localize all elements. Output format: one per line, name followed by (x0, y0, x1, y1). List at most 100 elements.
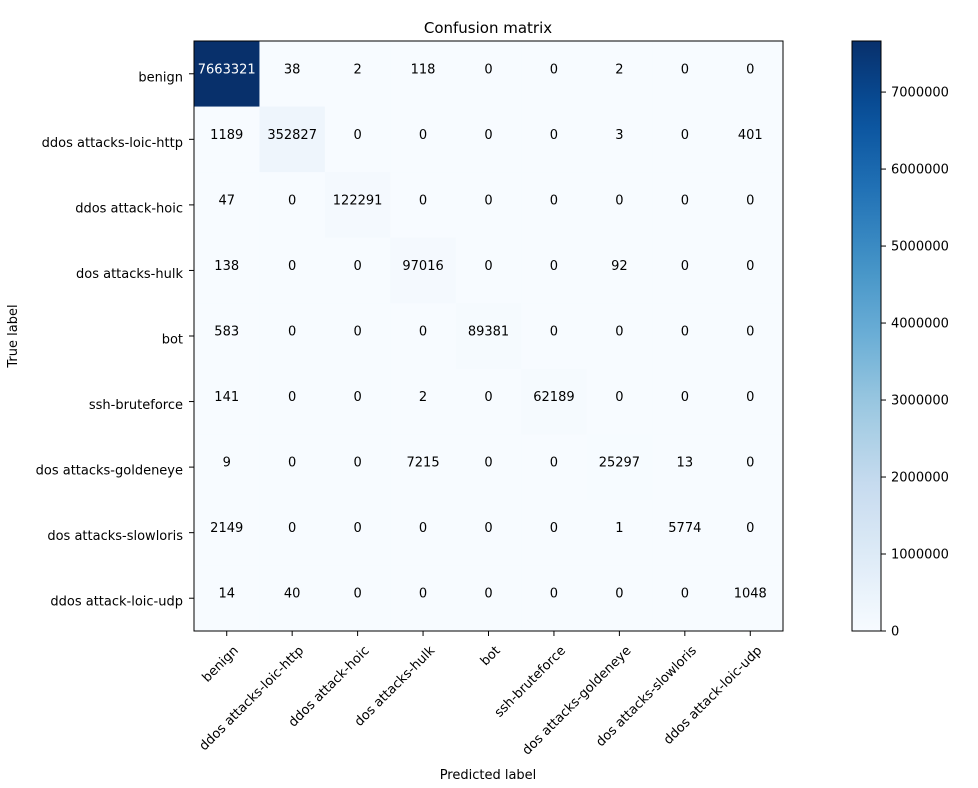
heatmap-cell (390, 434, 457, 501)
heatmap-cell (324, 368, 391, 435)
y-tick-label: bot (162, 333, 183, 348)
heatmap-cell (390, 172, 457, 239)
heatmap-cell (324, 565, 391, 632)
cell-value-label: 0 (550, 456, 558, 471)
heatmap-cell (586, 106, 653, 173)
cell-value-label: 0 (353, 325, 361, 340)
cell-value-label: 0 (484, 587, 492, 602)
y-axis: benign ddos attacks-loic-http ddos attack-… (36, 70, 194, 610)
cell-value-label: 0 (484, 193, 492, 208)
cell-value-label: 7663321 (198, 62, 256, 77)
heatmap-cells (194, 41, 784, 632)
colorbar-tick-label: 0 (891, 625, 899, 640)
x-tick-label: dos attacks-goldeneye (520, 643, 635, 758)
heatmap-cell (717, 106, 784, 173)
heatmap-cell (652, 368, 719, 435)
heatmap-cell (194, 237, 260, 304)
heatmap-cell (521, 106, 588, 173)
heatmap-cell (324, 41, 391, 108)
heatmap-cell (652, 434, 719, 501)
cell-value-label: 25297 (599, 456, 640, 471)
cell-value-label: 0 (353, 587, 361, 602)
cell-value-label: 38 (284, 62, 301, 77)
cell-value-label: 0 (353, 259, 361, 274)
y-tick-label: ddos attack-hoic (75, 201, 183, 216)
heatmap-cell (390, 499, 457, 566)
colorbar: 0 1000000 2000000 3000000 4000000 5000000 6000… (851, 40, 949, 640)
x-tick-label: bot (478, 643, 504, 669)
heatmap-cell (521, 434, 588, 501)
cell-value-label: 138 (214, 259, 239, 274)
cell-value-label: 0 (550, 587, 558, 602)
heatmap-cell (652, 41, 719, 108)
cell-value-label: 0 (681, 128, 689, 143)
cell-value-label: 0 (419, 128, 427, 143)
cell-value-label: 0 (288, 325, 296, 340)
colorbar-tick-label: 1000000 (891, 548, 949, 563)
heatmap-cell (717, 41, 784, 108)
cell-value-label: 0 (746, 521, 754, 536)
heatmap-cell (194, 434, 260, 501)
cell-value-label: 0 (484, 259, 492, 274)
cell-value-label: 0 (550, 193, 558, 208)
cell-value-label: 2 (615, 62, 623, 77)
cell-value-label: 62189 (533, 390, 574, 405)
cell-value-label: 0 (419, 521, 427, 536)
cell-value-label: 1 (615, 521, 623, 536)
heatmap-cell (259, 565, 326, 632)
heatmap-cell (586, 237, 653, 304)
y-tick-label: ddos attack-loic-udp (50, 595, 183, 610)
heatmap-cell (324, 303, 391, 370)
heatmap-cell (455, 106, 522, 173)
heatmap-cell (586, 41, 653, 108)
cell-value-label: 0 (353, 521, 361, 536)
heatmap-cell (652, 303, 719, 370)
heatmap-cell (717, 434, 784, 501)
cell-value-label: 0 (615, 587, 623, 602)
heatmap-cell (194, 172, 260, 239)
cell-value-label: 2149 (210, 521, 243, 536)
cell-value-label: 352827 (267, 128, 317, 143)
heatmap-cell (390, 41, 457, 108)
cell-value-label: 0 (550, 325, 558, 340)
y-tick-label: ddos attacks-loic-http (42, 136, 183, 151)
cell-value-label: 2 (353, 62, 361, 77)
heatmap-cell (259, 41, 326, 108)
heatmap-cell (259, 106, 326, 173)
heatmap-cell (521, 172, 588, 239)
cell-value-label: 0 (419, 193, 427, 208)
cell-value-label: 401 (738, 128, 763, 143)
cell-value-label: 0 (550, 521, 558, 536)
heatmap-cell (586, 172, 653, 239)
y-tick-label: benign (138, 70, 183, 85)
heatmap-cell (717, 303, 784, 370)
colorbar-tick-label: 7000000 (891, 86, 949, 101)
heatmap-cell (521, 41, 588, 108)
heatmap-cell (521, 368, 588, 435)
heatmap-cell (390, 368, 457, 435)
cell-value-label: 5774 (668, 521, 701, 536)
heatmap-cell (652, 172, 719, 239)
heatmap-cell (652, 499, 719, 566)
cell-value-label: 0 (353, 390, 361, 405)
x-axis-label: Predicted label (440, 768, 537, 783)
heatmap-cell (455, 172, 522, 239)
cell-value-label: 3 (615, 128, 623, 143)
y-axis-label: True label (6, 304, 21, 368)
cell-value-label: 0 (681, 193, 689, 208)
cell-value-label: 97016 (402, 259, 443, 274)
heatmap-cell (521, 499, 588, 566)
heatmap-cell (455, 41, 522, 108)
heatmap-cell (390, 303, 457, 370)
cell-value-label: 40 (284, 587, 301, 602)
cell-value-label: 47 (218, 193, 235, 208)
cell-value-label: 0 (550, 62, 558, 77)
heatmap-cell (652, 106, 719, 173)
cell-value-label: 0 (353, 456, 361, 471)
y-tick-label: dos attacks-hulk (76, 267, 183, 282)
cell-value-label: 0 (484, 521, 492, 536)
cell-value-label: 0 (288, 390, 296, 405)
cell-value-label: 0 (419, 587, 427, 602)
heatmap-cell (390, 106, 457, 173)
